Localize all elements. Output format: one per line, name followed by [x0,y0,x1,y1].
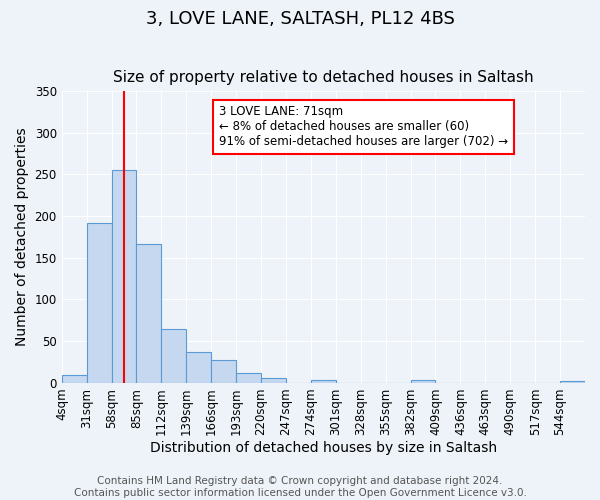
Bar [261,378,286,383]
Bar [86,222,112,383]
Bar [410,380,436,383]
X-axis label: Distribution of detached houses by size in Saltash: Distribution of detached houses by size … [150,441,497,455]
Bar [236,373,261,383]
Bar [311,380,336,383]
Text: 3 LOVE LANE: 71sqm
← 8% of detached houses are smaller (60)
91% of semi-detached: 3 LOVE LANE: 71sqm ← 8% of detached hous… [218,106,508,148]
Bar [560,382,585,383]
Text: 3, LOVE LANE, SALTASH, PL12 4BS: 3, LOVE LANE, SALTASH, PL12 4BS [146,10,454,28]
Y-axis label: Number of detached properties: Number of detached properties [15,128,29,346]
Title: Size of property relative to detached houses in Saltash: Size of property relative to detached ho… [113,70,533,86]
Bar [161,328,186,383]
Bar [211,360,236,383]
Bar [136,244,161,383]
Bar [112,170,136,383]
Bar [62,374,86,383]
Text: Contains HM Land Registry data © Crown copyright and database right 2024.
Contai: Contains HM Land Registry data © Crown c… [74,476,526,498]
Bar [186,352,211,383]
